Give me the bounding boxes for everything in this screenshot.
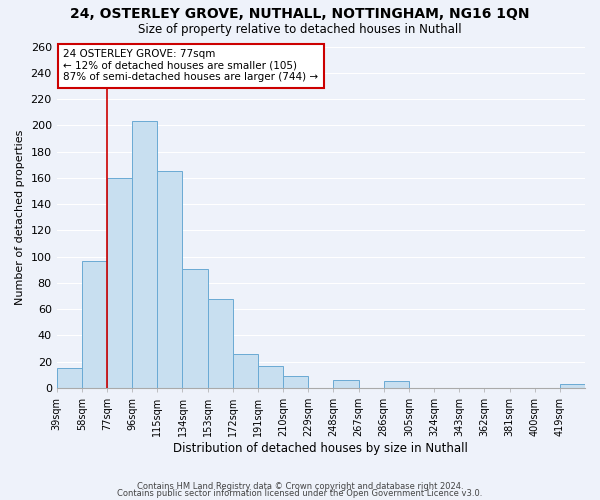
Bar xyxy=(157,172,182,388)
Bar xyxy=(334,380,359,388)
Text: Contains public sector information licensed under the Open Government Licence v3: Contains public sector information licen… xyxy=(118,488,482,498)
Bar xyxy=(56,368,82,388)
Y-axis label: Number of detached properties: Number of detached properties xyxy=(15,130,25,305)
Bar xyxy=(182,268,208,388)
Text: Contains HM Land Registry data © Crown copyright and database right 2024.: Contains HM Land Registry data © Crown c… xyxy=(137,482,463,491)
Bar xyxy=(283,376,308,388)
Text: Size of property relative to detached houses in Nuthall: Size of property relative to detached ho… xyxy=(138,22,462,36)
Text: 24, OSTERLEY GROVE, NUTHALL, NOTTINGHAM, NG16 1QN: 24, OSTERLEY GROVE, NUTHALL, NOTTINGHAM,… xyxy=(70,8,530,22)
Bar xyxy=(107,178,132,388)
Bar xyxy=(208,298,233,388)
X-axis label: Distribution of detached houses by size in Nuthall: Distribution of detached houses by size … xyxy=(173,442,468,455)
Bar xyxy=(384,382,409,388)
Bar xyxy=(82,260,107,388)
Bar xyxy=(560,384,585,388)
Bar xyxy=(233,354,258,388)
Bar xyxy=(258,366,283,388)
Bar xyxy=(132,122,157,388)
Text: 24 OSTERLEY GROVE: 77sqm
← 12% of detached houses are smaller (105)
87% of semi-: 24 OSTERLEY GROVE: 77sqm ← 12% of detach… xyxy=(63,49,319,82)
